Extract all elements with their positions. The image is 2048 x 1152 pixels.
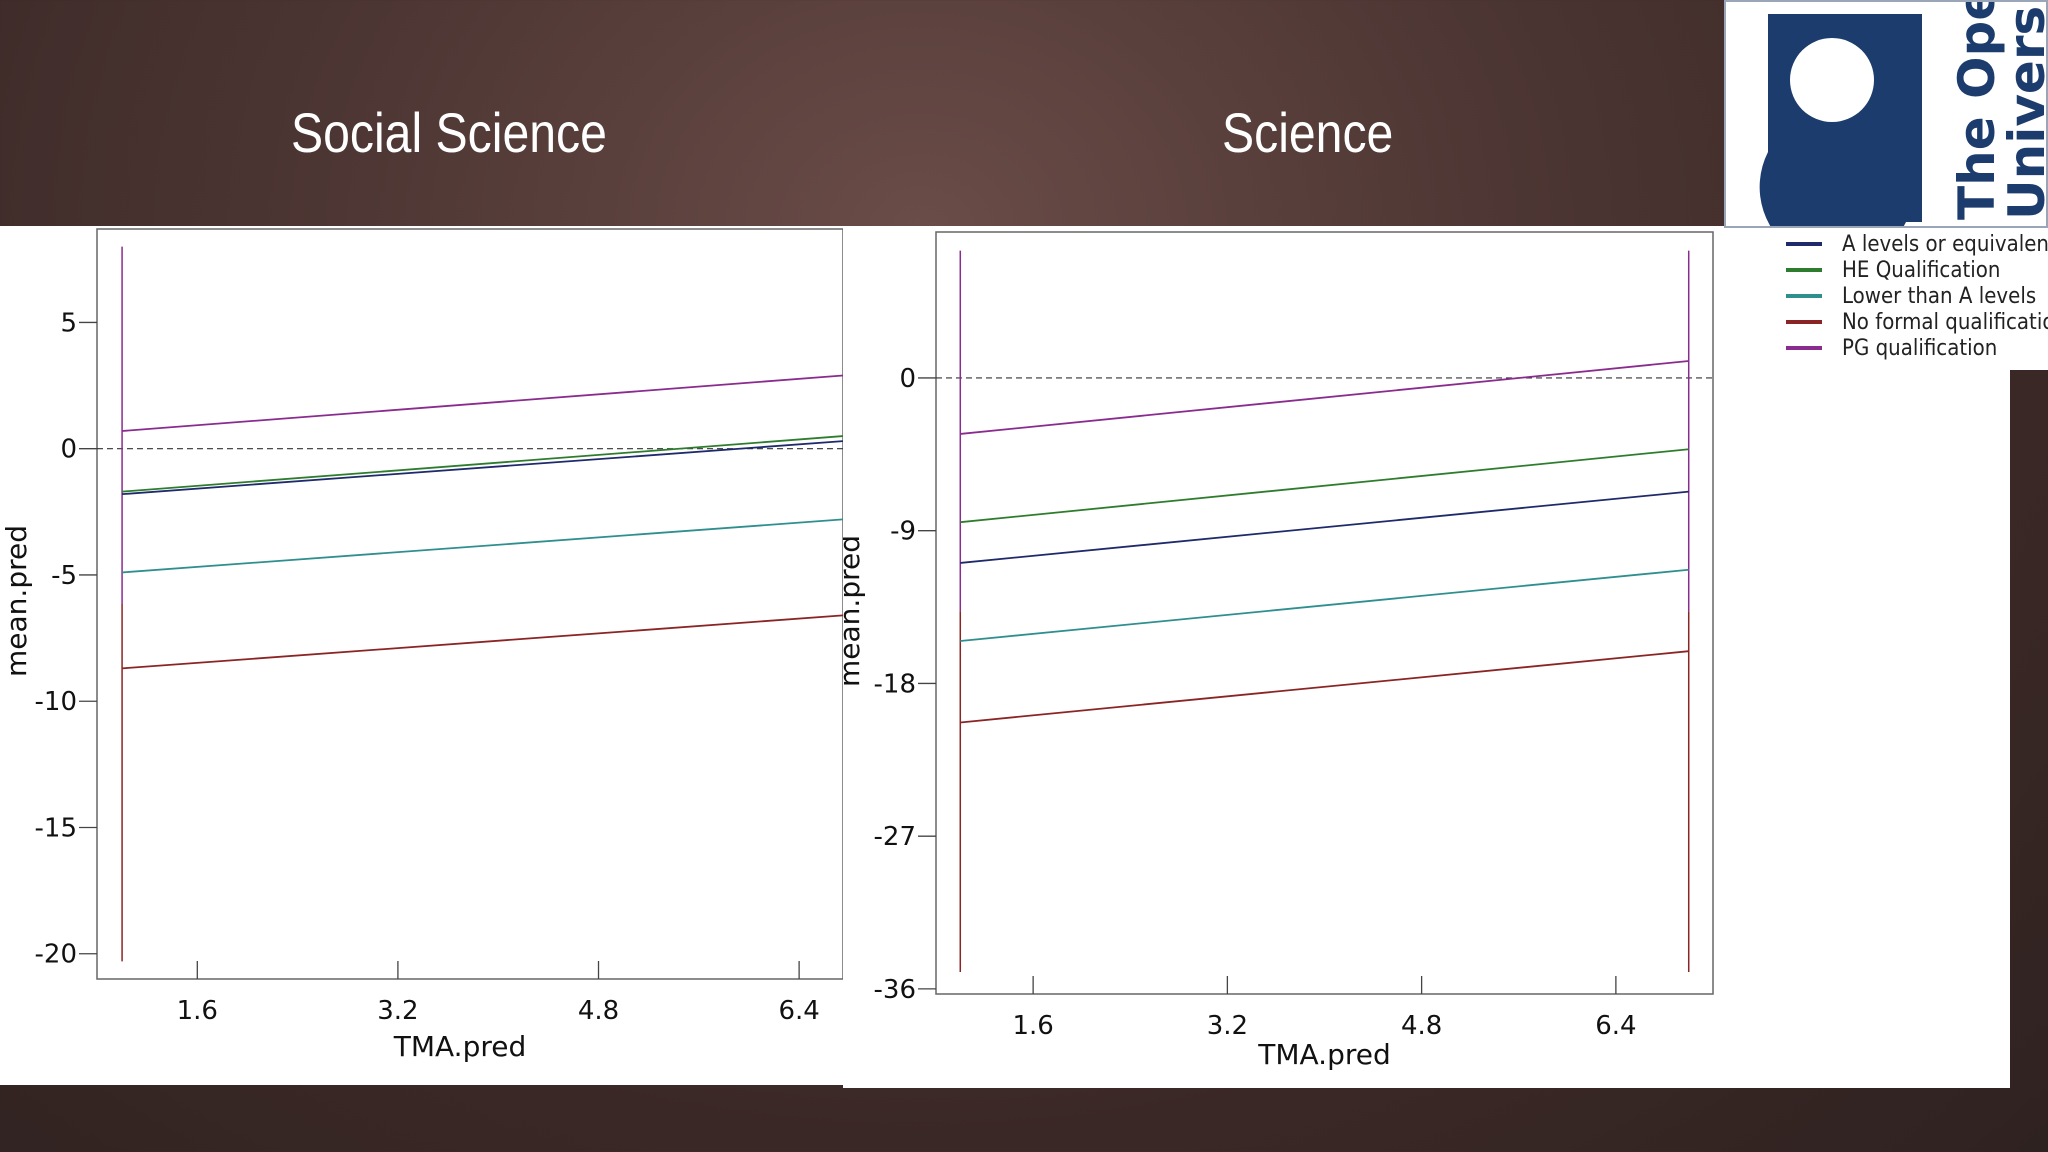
- y-tick-label-0: 5: [60, 308, 77, 338]
- y-tick-label-3: -10: [35, 687, 77, 717]
- legend-label: Lower than A levels: [1842, 284, 2037, 309]
- legend-swatch: [1786, 294, 1822, 298]
- logo-text-the-open: The Open: [1948, 2, 2006, 220]
- y-tick-label-2: -5: [51, 561, 77, 591]
- series-line-lower-than-a-levels: [960, 568, 1689, 642]
- open-university-logo: The Open University: [1724, 0, 2048, 265]
- open-university-logo-mark: The Open University: [1759, 0, 2048, 265]
- chart-panel-social-science: 5 0 -5 -10 -15 -20 1.6 3.2 4.8 6.4 TMA.pred mean.pr…: [0, 226, 843, 1085]
- chart-legend: A levels or equivalent HE Qualification Lo…: [1758, 228, 2048, 370]
- plot-frame: [935, 231, 1714, 995]
- y-tick-label-5: -20: [35, 940, 77, 970]
- legend-label: HE Qualification: [1842, 258, 2001, 283]
- x-tick-label-3: 6.4: [778, 996, 819, 1026]
- legend-label: PG qualification: [1842, 336, 1998, 361]
- x-tick-label-1: 3.2: [377, 996, 418, 1026]
- series-line-pg-qualification: [960, 360, 1689, 435]
- y-tick-label-1: 0: [60, 435, 77, 465]
- logo-text-university: University: [1998, 2, 2046, 220]
- y-tick-label-1: -9: [890, 517, 916, 547]
- y-tick-label-3: -27: [874, 822, 916, 852]
- legend-item: PG qualification: [1772, 336, 2048, 362]
- legend-swatch: [1786, 320, 1822, 324]
- x-tick-label-0: 1.6: [177, 996, 218, 1026]
- legend-label: No formal qualificatio: [1842, 310, 2048, 335]
- slide-title-social-science: Social Science: [291, 101, 607, 164]
- y-tick-label-2: -18: [874, 669, 916, 699]
- legend-item: No formal qualificatio: [1772, 310, 2048, 336]
- legend-item: A levels or equivalent: [1772, 232, 2048, 258]
- legend-swatch: [1786, 242, 1822, 246]
- x-tick-label-0: 1.6: [1012, 1011, 1053, 1041]
- y-tick-label-4: -36: [874, 975, 916, 1005]
- y-axis-label: mean.pred: [843, 535, 866, 687]
- chart-science: 0 -9 -18 -27 -36 1.6 3.2 4.8 6.4 TMA.pred mean.pre…: [843, 231, 1714, 1071]
- legend-item: Lower than A levels: [1772, 284, 2048, 310]
- x-axis-label: TMA.pred: [1257, 1038, 1391, 1071]
- chart-social-science: 5 0 -5 -10 -15 -20 1.6 3.2 4.8 6.4 TMA.pred mean.pr…: [0, 228, 843, 1063]
- legend-item: HE Qualification: [1772, 258, 2048, 284]
- series-line-no-formal-qualification: [960, 650, 1689, 724]
- series-line-he-qualification: [960, 448, 1689, 524]
- y-tick-label-4: -15: [35, 813, 77, 843]
- y-axis-label: mean.pred: [0, 525, 33, 677]
- y-tick-label-0: 0: [899, 364, 916, 394]
- legend-label: A levels or equivalent: [1842, 232, 2048, 257]
- plot-frame: [96, 228, 843, 980]
- series-line-a-levels-or-equivalent: [960, 490, 1689, 564]
- x-tick-label-2: 4.8: [1401, 1011, 1442, 1041]
- series-line-pg-qualification: [122, 374, 843, 432]
- series-line-lower-than-a-levels: [122, 518, 843, 574]
- x-axis-label: TMA.pred: [393, 1030, 527, 1063]
- x-tick-label-1: 3.2: [1207, 1011, 1248, 1041]
- legend-swatch: [1786, 268, 1822, 272]
- slide-title-science: Science: [1222, 101, 1394, 164]
- x-tick-label-3: 6.4: [1595, 1011, 1636, 1041]
- series-line-a-levels-or-equivalent: [122, 440, 843, 496]
- series-line-no-formal-qualification: [122, 614, 843, 670]
- legend-swatch: [1786, 346, 1822, 350]
- series-line-he-qualification: [122, 435, 843, 493]
- x-tick-label-2: 4.8: [578, 996, 619, 1026]
